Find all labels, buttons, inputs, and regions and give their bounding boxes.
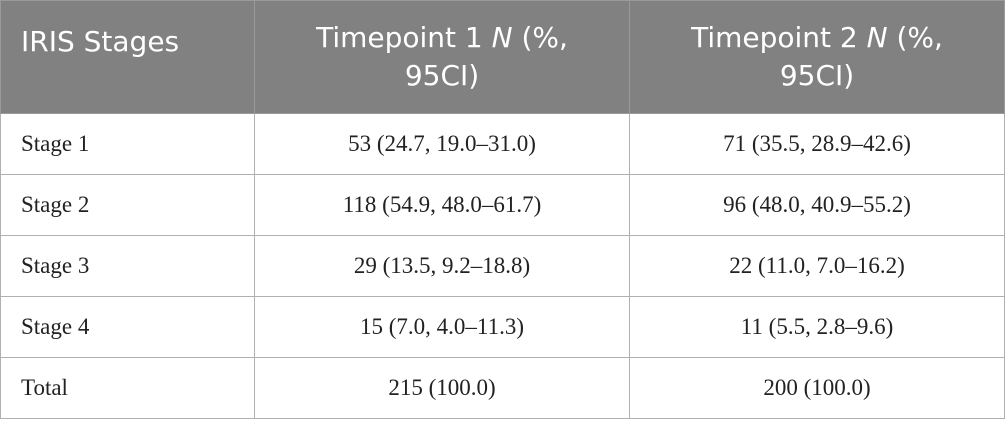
header-cell: Timepoint 1 N (%, 95CI) [254,0,630,114]
header-text: Timepoint 1 [316,21,492,54]
row-label: Stage 2 [0,174,255,236]
header-text: Timepoint 2 [691,21,867,54]
table-row: Stage 1 53 (24.7, 19.0–31.0) 71 (35.5, 28.… [0,113,1005,175]
header-italic: N [491,21,513,54]
data-cell: 11 (5.5, 2.8–9.6) [629,296,1005,358]
header-row: IRIS Stages Timepoint 1 N (%, 95CI) Timepo… [0,0,1005,114]
data-cell: 215 (100.0) [254,357,630,419]
data-cell: 200 (100.0) [629,357,1005,419]
row-label: Stage 4 [0,296,255,358]
table-row: Stage 3 29 (13.5, 9.2–18.8) 22 (11.0, 7.0–… [0,235,1005,297]
data-table: IRIS Stages Timepoint 1 N (%, 95CI) Timepo… [0,0,1005,419]
row-label: Stage 1 [0,113,255,175]
header-cell: Timepoint 2 N (%, 95CI) [629,0,1005,114]
data-cell: 118 (54.9, 48.0–61.7) [254,174,630,236]
data-cell: 29 (13.5, 9.2–18.8) [254,235,630,297]
header-text: (%, 95CI) [779,21,943,92]
table-row: Stage 2 118 (54.9, 48.0–61.7) 96 (48.0, 40… [0,174,1005,236]
data-cell: 22 (11.0, 7.0–16.2) [629,235,1005,297]
table-row: Stage 4 15 (7.0, 4.0–11.3) 11 (5.5, 2.8–9.… [0,296,1005,358]
data-cell: 71 (35.5, 28.9–42.6) [629,113,1005,175]
data-cell: 53 (24.7, 19.0–31.0) [254,113,630,175]
header-cell: IRIS Stages [0,0,255,114]
header-italic: N [866,21,888,54]
data-cell: 96 (48.0, 40.9–55.2) [629,174,1005,236]
table-body: Stage 1 53 (24.7, 19.0–31.0) 71 (35.5, 28.… [0,113,1005,419]
table-row: Total 215 (100.0) 200 (100.0) [0,357,1005,419]
row-label: Total [0,357,255,419]
data-cell: 15 (7.0, 4.0–11.3) [254,296,630,358]
row-label: Stage 3 [0,235,255,297]
header-text: (%, 95CI) [404,21,568,92]
header-text: IRIS Stages [21,25,180,58]
